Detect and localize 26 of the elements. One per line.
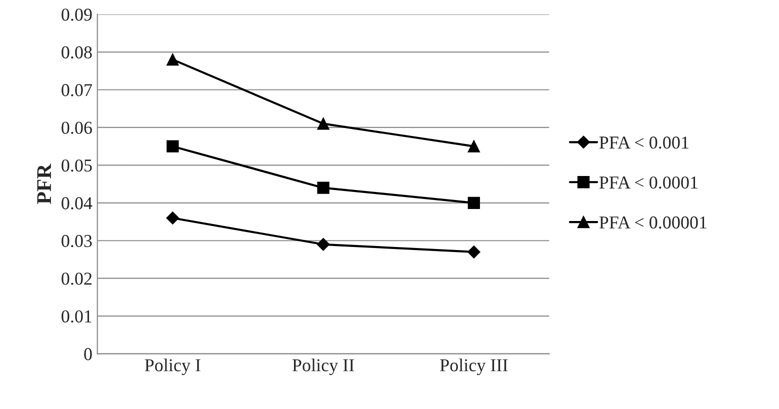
point xyxy=(316,238,330,251)
point xyxy=(468,196,480,209)
y-tick-label: 0.03 xyxy=(62,234,92,248)
x-tick-label: Policy I xyxy=(144,358,200,376)
y-tick-label: 0.06 xyxy=(62,122,92,134)
y-tick-label: 0.07 xyxy=(62,84,92,96)
point xyxy=(467,246,480,258)
point xyxy=(317,118,330,130)
legend-label: PFA < 0.0001 xyxy=(599,176,698,189)
x-tick-label: Policy II xyxy=(292,358,354,376)
legend-label: PFA < 0.00001 xyxy=(599,216,706,229)
legend-label: PFA < 0.001 xyxy=(599,136,688,149)
point xyxy=(166,140,179,152)
point xyxy=(317,182,330,194)
y-tick-label: 0.01 xyxy=(62,310,92,323)
y-tick-label: 0.04 xyxy=(62,197,92,210)
point xyxy=(166,212,180,224)
point xyxy=(468,140,480,152)
point xyxy=(166,54,179,66)
y-tick-label: 0.05 xyxy=(62,159,92,172)
y-axis-title: PFR xyxy=(37,164,51,204)
y-tick-label: 0 xyxy=(84,348,92,360)
y-tick-label: 0.02 xyxy=(62,272,92,285)
y-tick-label: 0.08 xyxy=(62,46,92,59)
x-tick-label: Policy III xyxy=(440,358,508,376)
y-tick-label: 0.09 xyxy=(62,8,92,21)
